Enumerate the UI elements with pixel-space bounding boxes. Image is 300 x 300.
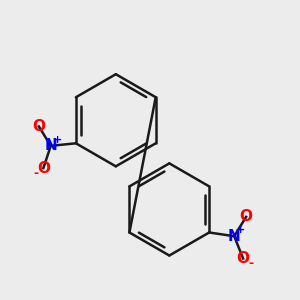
Text: O: O [32,119,45,134]
Text: -: - [248,257,253,270]
Text: +: + [53,135,62,145]
Text: O: O [237,251,250,266]
Text: +: + [236,225,245,235]
Text: -: - [33,167,38,180]
Text: O: O [37,160,50,175]
Text: O: O [240,209,253,224]
Text: N: N [228,229,241,244]
Text: N: N [44,138,57,153]
